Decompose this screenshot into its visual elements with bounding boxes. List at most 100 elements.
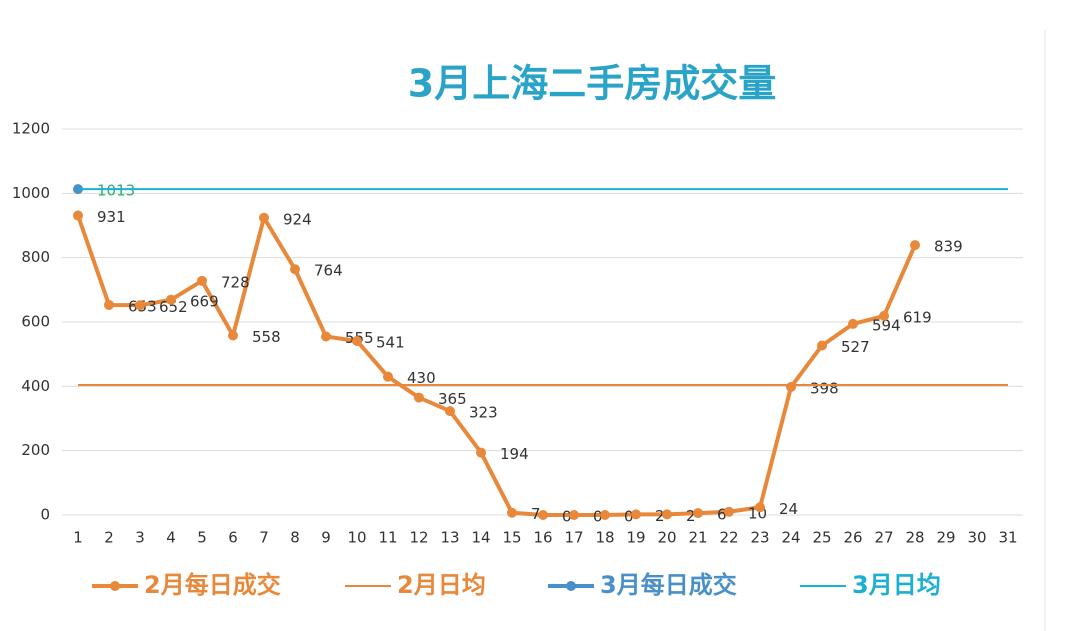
y-tick-label: 200 <box>21 441 50 459</box>
point <box>290 264 300 275</box>
data-label: 594 <box>872 316 901 334</box>
series-line <box>76 214 917 517</box>
legend-marker <box>110 581 120 591</box>
point <box>879 310 889 321</box>
legend-label: 2月每日成交 <box>144 571 281 599</box>
data-label: 194 <box>500 445 529 463</box>
x-tick-label: 27 <box>874 529 893 547</box>
data-label: 2 <box>655 507 665 525</box>
data-label: 558 <box>252 328 281 346</box>
y-tick-label: 0 <box>40 506 50 524</box>
point <box>786 381 796 392</box>
x-tick-label: 24 <box>781 529 800 547</box>
legend-label: 3月每日成交 <box>600 571 737 599</box>
x-tick-label: 31 <box>998 529 1017 547</box>
x-tick-label: 20 <box>657 529 676 547</box>
x-tick-label: 25 <box>812 529 831 547</box>
y-tick-label: 600 <box>21 313 50 331</box>
point <box>662 509 672 520</box>
legend-marker <box>566 581 576 591</box>
data-label: 924 <box>283 210 312 228</box>
data-label: 669 <box>190 292 219 310</box>
point <box>476 447 486 458</box>
point <box>197 275 207 286</box>
x-tick-label: 7 <box>259 529 269 547</box>
data-label: 527 <box>841 338 870 356</box>
point <box>693 508 703 519</box>
data-label: 1013 <box>97 182 135 200</box>
x-tick-label: 19 <box>626 529 645 547</box>
point <box>507 507 517 518</box>
x-tick-label: 9 <box>321 529 331 547</box>
point <box>755 502 765 513</box>
data-label: 24 <box>779 500 798 518</box>
x-tick-label: 30 <box>967 529 986 547</box>
x-tick-label: 3 <box>135 529 145 547</box>
point <box>817 340 827 351</box>
data-label: 652 <box>159 298 188 316</box>
x-tick-label: 4 <box>166 529 176 547</box>
point <box>259 212 269 223</box>
x-tick-label: 6 <box>228 529 238 547</box>
data-label: 365 <box>438 390 467 408</box>
x-tick-label: 1 <box>73 529 83 547</box>
point <box>166 294 176 305</box>
point <box>228 330 238 341</box>
data-label: 839 <box>934 238 963 256</box>
x-tick-label: 28 <box>905 529 924 547</box>
point <box>848 318 858 329</box>
x-tick-label: 12 <box>409 529 428 547</box>
x-tick-label: 22 <box>719 529 738 547</box>
x-tick-label: 18 <box>595 529 614 547</box>
x-tick-label: 11 <box>378 529 397 547</box>
data-label: 2 <box>686 507 696 525</box>
x-tick-label: 15 <box>502 529 521 547</box>
x-tick-label: 2 <box>104 529 114 547</box>
legend-label: 3月日均 <box>852 571 941 599</box>
point <box>352 335 362 346</box>
point <box>569 510 579 520</box>
x-tick-label: 16 <box>533 529 552 547</box>
data-label: 6 <box>717 506 727 524</box>
data-label: 541 <box>376 333 405 351</box>
x-tick-label: 29 <box>936 529 955 547</box>
point <box>724 506 734 517</box>
x-tick-label: 13 <box>440 529 459 547</box>
x-tick-label: 10 <box>347 529 366 547</box>
point <box>383 371 393 382</box>
data-label: 398 <box>810 379 839 397</box>
point <box>414 392 424 403</box>
point <box>445 406 455 417</box>
data-label: 0 <box>593 508 603 526</box>
point <box>73 210 83 221</box>
point <box>538 510 548 520</box>
point <box>631 509 641 520</box>
legend-label: 2月日均 <box>397 571 486 599</box>
data-label: 728 <box>221 273 250 291</box>
y-tick-label: 400 <box>21 377 50 395</box>
point <box>321 331 331 342</box>
x-tick-label: 17 <box>564 529 583 547</box>
y-tick-label: 1000 <box>12 184 50 202</box>
x-tick-label: 23 <box>750 529 769 547</box>
data-label: 764 <box>314 262 343 280</box>
point <box>910 240 920 251</box>
point <box>104 299 114 310</box>
data-label: 0 <box>624 508 634 526</box>
x-tick-label: 14 <box>471 529 490 547</box>
point <box>600 510 610 520</box>
y-tick-label: 800 <box>21 248 50 266</box>
x-tick-label: 26 <box>843 529 862 547</box>
chart-title: 3月上海二手房成交量 <box>408 62 776 106</box>
data-label: 323 <box>469 404 498 422</box>
x-tick-label: 5 <box>197 529 207 547</box>
point <box>135 300 145 311</box>
data-label: 931 <box>97 208 126 226</box>
data-label: 7 <box>531 505 541 523</box>
data-label: 430 <box>407 369 436 387</box>
x-tick-label: 21 <box>688 529 707 547</box>
data-label: 619 <box>903 308 932 326</box>
x-tick-label: 8 <box>290 529 300 547</box>
